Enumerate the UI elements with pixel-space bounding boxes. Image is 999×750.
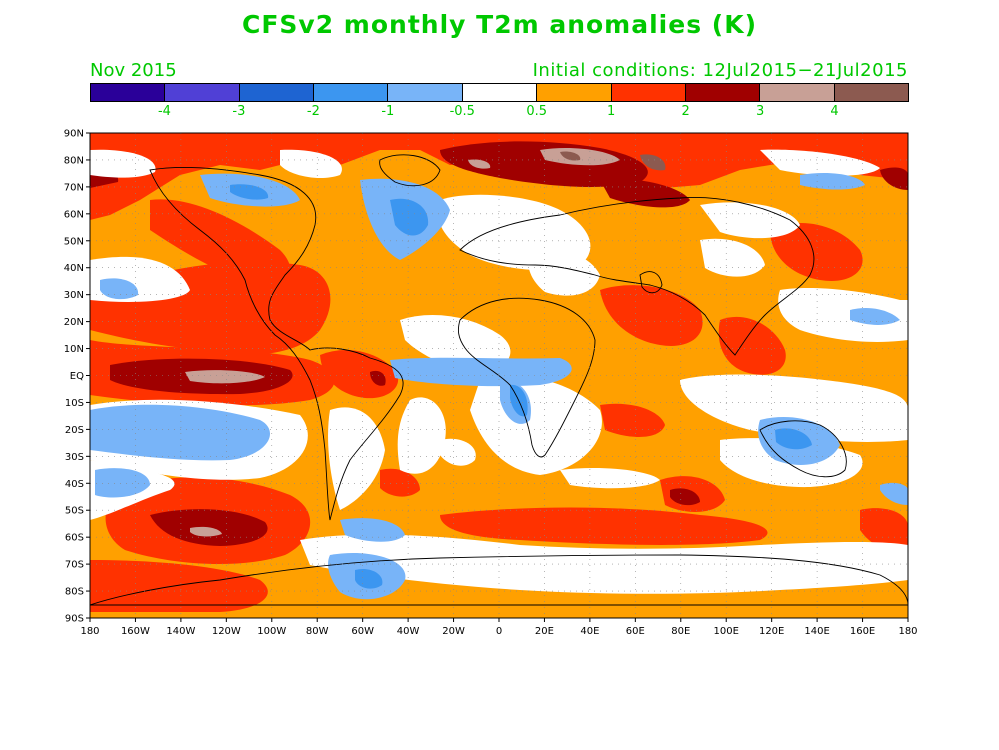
legend-swatch — [91, 84, 166, 101]
longitude-label: 180 — [80, 626, 99, 637]
longitude-label: 160W — [121, 626, 150, 637]
longitude-label: 20E — [535, 626, 554, 637]
longitude-label: 0 — [496, 626, 502, 637]
latitude-label: 60N — [64, 209, 84, 220]
longitude-label: 140E — [804, 626, 829, 637]
legend-tick-label: -1 — [381, 104, 395, 119]
legend-tick-label: 0.5 — [526, 104, 548, 119]
anomaly-field — [90, 133, 908, 618]
longitude-label: 100W — [257, 626, 286, 637]
legend-swatch — [611, 84, 686, 101]
latitude-label: 90N — [64, 129, 84, 140]
latitude-label: 70S — [65, 560, 84, 571]
forecast-month: Nov 2015 — [90, 60, 177, 81]
longitude-label: 40W — [397, 626, 420, 637]
latitude-label: 50N — [64, 236, 84, 247]
legend-tick-label: 3 — [755, 104, 765, 119]
legend-swatch — [462, 84, 538, 101]
legend-swatch — [388, 84, 463, 101]
latitude-labels: 90N 80N 70N 60N 50N 40N 30N 20N 10N EQ 10S 20S 30S 40… — [64, 129, 90, 625]
legend-swatch — [760, 84, 835, 101]
longitude-label: 60E — [626, 626, 645, 637]
latitude-label: 30N — [64, 290, 84, 301]
longitude-label: 120W — [212, 626, 241, 637]
longitude-label: 160E — [850, 626, 875, 637]
longitude-labels: 180 160W 140W 120W 100W 80W 60W 40W 20W 0 20E 40E 60… — [80, 618, 918, 637]
latitude-label: 10N — [64, 344, 84, 355]
legend-swatch — [685, 84, 761, 101]
legend-tick-label: -3 — [232, 104, 246, 119]
latitude-label: 20S — [65, 425, 84, 436]
latitude-label: 80N — [64, 155, 84, 166]
legend-tick-label: 1 — [607, 104, 616, 119]
latitude-label: 10S — [65, 398, 84, 409]
legend-tick-label: -2 — [306, 104, 320, 119]
longitude-label: 140W — [166, 626, 195, 637]
lat-lon-grid — [90, 133, 908, 618]
legend-tick-label: 2 — [681, 104, 690, 119]
legend-swatch — [314, 84, 389, 101]
longitude-label: 80W — [306, 626, 329, 637]
legend-tick-label: -4 — [157, 104, 171, 119]
latitude-label: 50S — [65, 506, 84, 517]
latitude-label: 40N — [64, 263, 84, 274]
color-legend — [90, 83, 909, 102]
latitude-label: 70N — [64, 182, 84, 193]
latitude-label: 40S — [65, 479, 84, 490]
chart-title: CFSv2 monthly T2m anomalies (K) — [241, 10, 758, 39]
longitude-label: 100E — [714, 626, 739, 637]
longitude-label: 20W — [442, 626, 465, 637]
legend-swatch — [239, 84, 315, 101]
longitude-label: 40E — [580, 626, 599, 637]
longitude-label: 120E — [759, 626, 784, 637]
legend-swatch — [165, 84, 240, 101]
initial-conditions: Initial conditions: 12Jul2015−21Jul2015 — [532, 60, 908, 81]
latitude-label: 20N — [64, 317, 84, 328]
longitude-label: 60W — [351, 626, 374, 637]
legend-tick-label: 4 — [830, 104, 839, 119]
latitude-label: EQ — [70, 371, 84, 382]
latitude-label: 80S — [65, 587, 84, 598]
latitude-label: 90S — [65, 614, 84, 625]
longitude-label: 80E — [671, 626, 690, 637]
latitude-label: 30S — [65, 452, 84, 463]
legend-swatch — [537, 84, 612, 101]
longitude-label: 180 — [898, 626, 917, 637]
latitude-label: 60S — [65, 533, 84, 544]
legend-swatch — [834, 84, 908, 101]
legend-tick-label: -0.5 — [449, 104, 475, 119]
